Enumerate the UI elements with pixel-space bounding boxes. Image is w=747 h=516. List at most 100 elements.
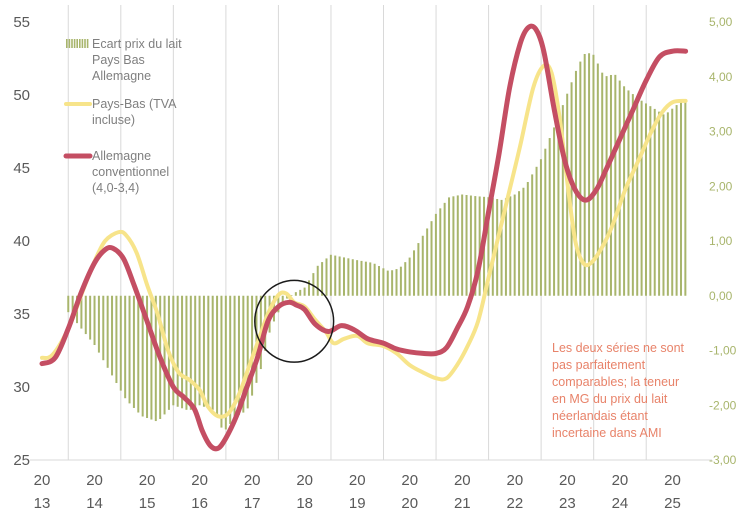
x-tick-label-top: 20	[86, 472, 103, 489]
legend-swatch-bar	[73, 39, 76, 48]
bar-6	[93, 295, 96, 346]
bar-54	[303, 287, 306, 296]
bar-35	[220, 295, 223, 428]
x-tick-label-top: 20	[139, 472, 156, 489]
left-axis: 55 50 45 40 35 30 25	[13, 14, 30, 469]
legend-swatch-bar	[68, 39, 71, 48]
legend-swatch-bar	[81, 39, 84, 48]
bar-12	[119, 295, 122, 391]
x-tick-label-top: 20	[559, 472, 576, 489]
bar-3	[80, 295, 83, 329]
bar-50	[286, 295, 289, 299]
bar-83	[430, 221, 433, 296]
bar-128	[627, 90, 630, 296]
bar-71	[378, 266, 381, 296]
bar-60	[329, 254, 332, 296]
x-tick-label-bottom: 13	[34, 495, 51, 512]
legend-swatch-bars	[66, 39, 89, 48]
right-tick-label: -3,00	[709, 453, 737, 467]
bar-73	[386, 270, 389, 296]
bar-29	[194, 295, 197, 408]
bar-139	[675, 105, 678, 296]
bar-111	[553, 127, 556, 296]
bar-34	[216, 295, 219, 416]
bar-125	[614, 74, 617, 296]
bar-131	[640, 100, 643, 296]
bar-53	[299, 289, 302, 296]
bar-4	[84, 295, 87, 335]
bar-121	[596, 63, 599, 296]
bar-82	[426, 228, 429, 296]
x-tick-label-top: 20	[664, 472, 681, 489]
bar-10	[111, 295, 114, 376]
bar-116	[574, 70, 577, 296]
bar-26	[181, 295, 184, 409]
bar-38	[233, 295, 236, 419]
bar-105	[526, 182, 529, 296]
bar-117	[579, 61, 582, 296]
right-tick-label: -1,00	[709, 344, 737, 358]
bar-78	[408, 257, 411, 296]
bar-41	[246, 295, 249, 409]
bar-69	[369, 262, 372, 296]
bar-126	[618, 80, 621, 296]
bar-97	[491, 198, 494, 296]
x-tick-label-bottom: 25	[664, 495, 681, 512]
bar-9	[106, 295, 109, 368]
right-tick-label: 2,00	[709, 179, 733, 193]
bar-94	[478, 196, 481, 296]
bar-99	[500, 199, 503, 296]
bar-59	[325, 258, 328, 296]
bar-20	[154, 295, 157, 422]
legend: Ecart prix du lait Pays Bas Allemagne Pays-…	[63, 37, 182, 195]
right-tick-label: 0,00	[709, 289, 733, 303]
legend-label-line: Pays Bas	[92, 53, 145, 67]
right-axis: 5,00 4,00 3,00 2,00 1,00 0,00 -1,00 -2,00 -3,00	[709, 15, 737, 467]
bar-77	[404, 262, 407, 296]
bar-108	[539, 159, 542, 296]
bar-19	[150, 295, 153, 420]
bar-65	[351, 259, 354, 296]
bar-66	[356, 260, 359, 296]
bar-91	[465, 194, 468, 296]
bar-141	[684, 100, 687, 296]
bar-118	[583, 53, 586, 296]
annotation-line: néerlandais étant	[552, 409, 648, 423]
bar-103	[518, 191, 521, 296]
bar-74	[391, 270, 394, 296]
x-tick-label-top: 20	[191, 472, 208, 489]
bar-120	[592, 54, 595, 296]
bar-130	[636, 97, 639, 296]
right-tick-label: 1,00	[709, 234, 733, 248]
bar-70	[373, 263, 376, 296]
bar-series-ecart	[67, 53, 687, 430]
bar-67	[360, 260, 363, 296]
bar-115	[570, 82, 573, 296]
bar-92	[469, 195, 472, 296]
bar-5	[89, 295, 92, 340]
bar-30	[198, 295, 201, 406]
legend-swatch-bar	[86, 39, 89, 48]
x-tick-label-bottom: 15	[139, 495, 156, 512]
x-tick-label-bottom: 14	[86, 495, 103, 512]
bar-84	[434, 213, 437, 296]
left-tick-label: 40	[13, 233, 30, 250]
bar-96	[487, 197, 490, 296]
bar-72	[382, 268, 385, 296]
bar-140	[679, 102, 682, 296]
bar-113	[561, 105, 564, 296]
line-allemagne	[39, 23, 689, 452]
bar-32	[207, 295, 210, 409]
x-tick-label-top: 20	[296, 472, 313, 489]
annotation-line: incertaine dans AMI	[552, 426, 662, 440]
bar-124	[609, 74, 612, 296]
bar-40	[242, 295, 245, 413]
highlight-layer	[254, 279, 335, 363]
x-tick-label-top: 20	[34, 472, 51, 489]
x-tick-label-bottom: 17	[244, 495, 261, 512]
bar-119	[588, 53, 591, 296]
bar-81	[421, 235, 424, 296]
annotation-line: pas parfaitement	[552, 358, 646, 372]
annotation-line: comparables; la teneur	[552, 375, 679, 389]
